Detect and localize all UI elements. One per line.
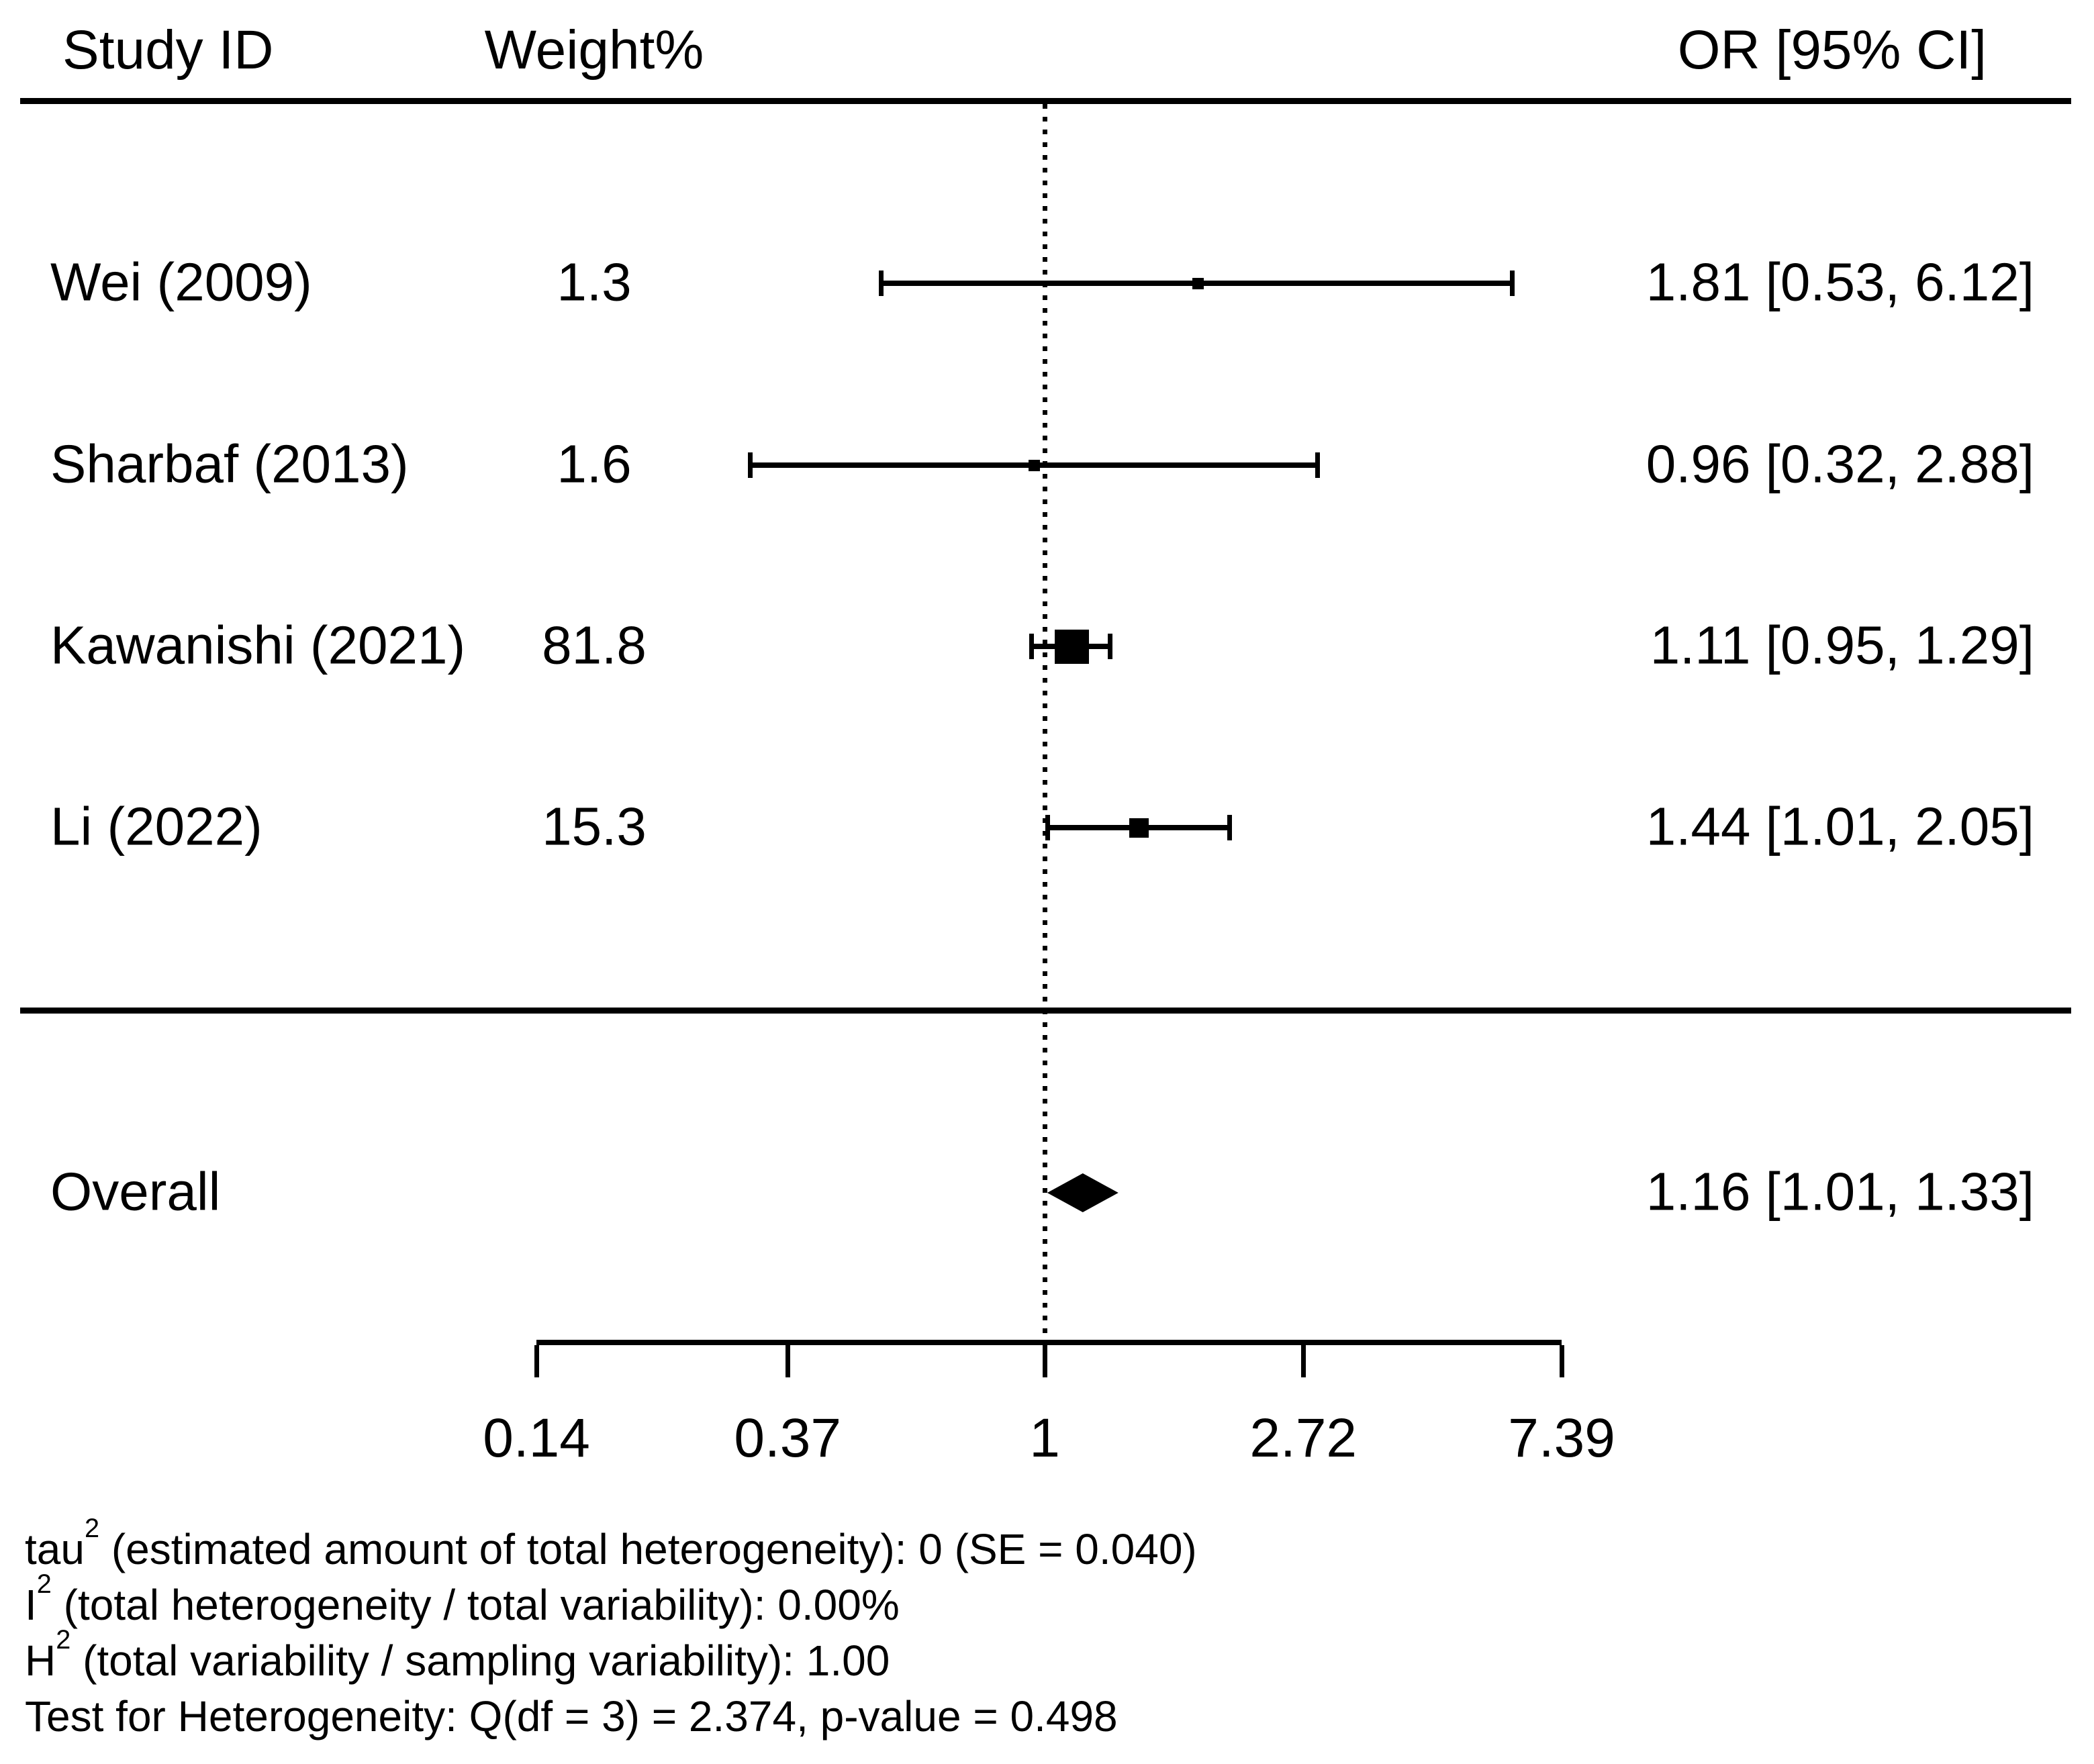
column-header-or-ci: OR [95% CI] [1677,19,1987,81]
study-weight: 1.3 [557,252,632,312]
study-or-ci: 0.96 [0.32, 2.88] [1646,434,2034,494]
overall-diamond [1047,1173,1119,1212]
x-axis-tick-label: 0.14 [483,1408,590,1469]
x-axis-tick [1560,1345,1565,1377]
or-point-marker [1129,818,1149,838]
or-point-marker [1054,629,1089,664]
study-weight: 1.6 [557,434,632,494]
ci-cap-right [1510,271,1515,296]
column-header-study-id: Study ID [62,19,274,81]
overall-label: Overall [50,1161,221,1222]
overall-or-ci: 1.16 [1.01, 1.33] [1646,1161,2034,1222]
ci-cap-left [878,271,884,296]
x-axis-tick [534,1345,540,1377]
ci-cap-right [1108,634,1113,659]
study-or-ci: 1.11 [0.95, 1.29] [1650,615,2034,675]
study-or-ci: 1.81 [0.53, 6.12] [1646,252,2034,312]
x-axis-tick [786,1345,791,1377]
footnote-line: H2 (total variability / sampling variabi… [25,1626,890,1685]
study-label: Wei (2009) [50,252,312,312]
x-axis-tick-label: 7.39 [1508,1408,1615,1469]
footnote-text: (total variability / sampling variabilit… [70,1636,890,1685]
x-axis-tick [1301,1345,1306,1377]
study-label: Kawanishi (2021) [50,615,466,675]
or-point-marker [1028,459,1040,471]
footnote-line: I2 (total heterogeneity / total variabil… [25,1571,900,1629]
footnote-line: tau2 (estimated amount of total heteroge… [25,1515,1197,1573]
or-point-marker [1192,277,1204,289]
x-axis-tick [1043,1345,1047,1377]
column-header-weight: Weight% [484,19,704,81]
header-rule [20,98,2071,104]
study-or-ci: 1.44 [1.01, 2.05] [1646,796,2034,856]
footnote-text: tau [25,1525,85,1573]
footnote-text: H [25,1636,56,1685]
footnote-superscript: 2 [56,1624,71,1655]
study-weight: 81.8 [542,615,647,675]
ci-cap-right [1315,452,1321,478]
study-label: Sharbaf (2013) [50,434,409,494]
study-weight: 15.3 [542,796,647,856]
ci-cap-right [1227,815,1233,840]
footnote-superscript: 2 [36,1569,52,1599]
x-axis-line [536,1340,1562,1345]
footnote-text: (estimated amount of total heterogeneity… [99,1525,1197,1573]
x-axis-tick-label: 2.72 [1249,1408,1358,1469]
footnote-text: (total heterogeneity / total variability… [51,1581,900,1629]
ci-cap-left [748,452,753,478]
footnote-text: I [25,1581,37,1629]
footnote-line: Test for Heterogeneity: Q(df = 3) = 2.37… [25,1695,1118,1738]
reference-line-or-1 [1043,104,1047,1342]
x-axis-tick-label: 0.37 [734,1408,842,1469]
footnote-text: Test for Heterogeneity: Q(df = 3) = 2.37… [25,1692,1118,1741]
ci-cap-left [1029,634,1035,659]
footnote-superscript: 2 [84,1513,100,1543]
x-axis-tick-label: 1 [1029,1408,1060,1469]
ci-cap-left [1045,815,1050,840]
study-label: Li (2022) [50,796,263,856]
